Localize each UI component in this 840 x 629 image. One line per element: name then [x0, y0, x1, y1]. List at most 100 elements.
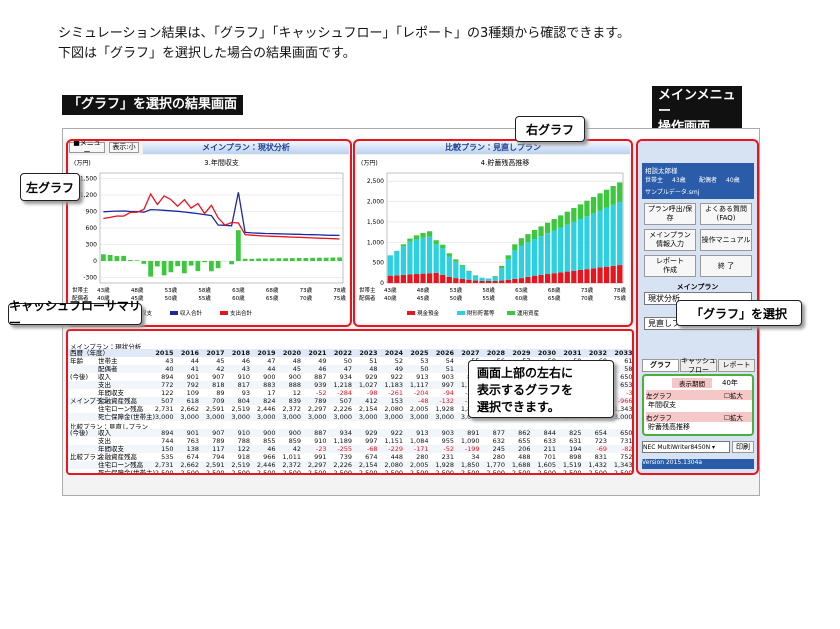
table-cell: 2,500: [562, 469, 582, 475]
household-info: 40歳: [726, 177, 740, 184]
table-cell: 109: [186, 389, 199, 397]
table-cell: 2,519: [231, 405, 250, 413]
table-cell: 3,000: [256, 413, 276, 421]
y-tick-label: 1,200: [80, 192, 97, 199]
y-tick-label: 1,500: [367, 219, 384, 226]
bar-segment: [440, 274, 446, 283]
table-cell: 824: [263, 397, 276, 405]
x-tick-label: 45歳: [417, 294, 430, 302]
bar: [107, 255, 113, 261]
row-band: [68, 405, 632, 413]
x-tick-label: 50歳: [450, 294, 463, 302]
row-group: 比較プラン: [70, 453, 103, 461]
bar-segment: [420, 232, 426, 238]
table-cell: 2024: [384, 349, 403, 357]
table-cell: 138: [186, 445, 199, 453]
print-button[interactable]: 印刷: [732, 441, 754, 453]
table-cell: 894: [161, 429, 174, 437]
table-cell: 117: [212, 445, 225, 453]
menu-button[interactable]: 操作マニュアル: [700, 229, 752, 251]
bar-segment: [446, 256, 452, 277]
bar: [269, 258, 275, 261]
table-cell: -69: [596, 445, 607, 453]
bar-segment: [590, 213, 597, 269]
printer-select[interactable]: NEC MultiWriter8450N ▾: [642, 441, 730, 453]
intro-text: シミュレーション結果は、「グラフ」「キャッシュフロー」「レポート」の3種類から確…: [58, 26, 630, 41]
table-cell: 934: [339, 429, 352, 437]
period-value: 40年: [722, 379, 738, 387]
bar: [229, 261, 234, 265]
bar-segment: [407, 274, 413, 283]
bar-segment: [466, 279, 472, 283]
chart-title: 4.貯蓄残高推移: [481, 158, 530, 167]
table-cell: 844: [543, 429, 556, 437]
left-graph-value[interactable]: 年間収支: [648, 401, 676, 409]
bar-segment: [564, 224, 570, 272]
bar-segment: [617, 265, 623, 283]
expand-check[interactable]: ☐拡大: [724, 414, 743, 422]
bar: [330, 257, 336, 261]
table-cell: -171: [413, 445, 429, 453]
table-cell: 966: [263, 453, 276, 461]
table-cell: 280: [416, 453, 429, 461]
menu-button[interactable]: レポート 作成: [644, 255, 696, 277]
bar: [195, 261, 201, 272]
table-cell: 772: [161, 381, 174, 389]
table-cell: 2,519: [231, 461, 250, 469]
bar-segment: [407, 241, 413, 275]
menu-button[interactable]: プラン呼出/保存: [644, 203, 696, 225]
table-cell: 2,500: [435, 469, 454, 475]
right-graph-value[interactable]: 貯蓄残高推移: [648, 423, 690, 431]
table-cell: 910: [314, 437, 327, 445]
expand-check[interactable]: ☐拡大: [724, 392, 743, 400]
tab[interactable]: キャッシュフロー: [680, 356, 717, 374]
row-band: [68, 357, 632, 365]
table-cell: 58: [624, 365, 633, 373]
table-cell: 2,005: [409, 461, 429, 469]
bar: [168, 261, 174, 273]
table-cell: 2,446: [256, 461, 276, 469]
table-cell: 46: [241, 357, 250, 365]
owner-name: 相談太郎様: [645, 167, 678, 175]
intro-text: 下図は「グラフ」を選択した場合の結果画面です。: [58, 46, 356, 61]
y-tick-label: 900: [86, 209, 98, 216]
table-cell: 93: [241, 389, 250, 397]
bar-segment: [394, 275, 400, 283]
bar: [182, 261, 187, 274]
bar-segment: [518, 245, 525, 279]
table-cell: 47: [267, 357, 276, 365]
bar-segment: [538, 274, 544, 283]
table-cell: 54: [445, 357, 454, 365]
bar: [317, 257, 322, 261]
table-cell: 903: [441, 373, 454, 381]
table-cell: 1,519: [562, 461, 582, 469]
left-graph-label: 左グラフ: [646, 390, 752, 400]
bar-segment: [499, 268, 505, 281]
tab[interactable]: グラフ: [642, 359, 679, 372]
table-cell: 2020: [282, 349, 301, 357]
menu-button[interactable]: よくある質問(FAQ): [700, 203, 752, 225]
x-tick-label: 75歳: [613, 294, 626, 302]
table-cell: 3,000: [435, 413, 454, 421]
bar-segment: [433, 244, 439, 273]
menu-button[interactable]: ■メニュー: [69, 139, 105, 156]
table-cell: 44: [267, 365, 276, 373]
bar-segment: [564, 211, 570, 225]
bar: [296, 257, 302, 261]
bar: [249, 258, 255, 261]
tab[interactable]: レポート: [718, 359, 755, 372]
bar-segment: [440, 244, 446, 249]
graph-select-panel: 表示期間 40年 左グラフ ☐拡大 年間収支 右グラフ ☐拡大 貯蓄残高推移: [642, 374, 754, 436]
menu-button[interactable]: メインプラン 情報入力: [644, 229, 696, 251]
menu-button[interactable]: 終 了: [700, 255, 752, 277]
size-button[interactable]: 表示:小: [109, 142, 139, 153]
row-label: 配偶者: [359, 294, 376, 302]
table-cell: 2,080: [384, 461, 403, 469]
bar-segment: [558, 215, 564, 228]
table-cell: 2,080: [384, 405, 403, 413]
table-cell: 1,151: [384, 437, 403, 445]
table-cell: 888: [288, 381, 301, 389]
bar-segment: [453, 261, 459, 279]
table-cell: 2,500: [358, 469, 378, 475]
table-cell: 2,500: [256, 469, 276, 475]
